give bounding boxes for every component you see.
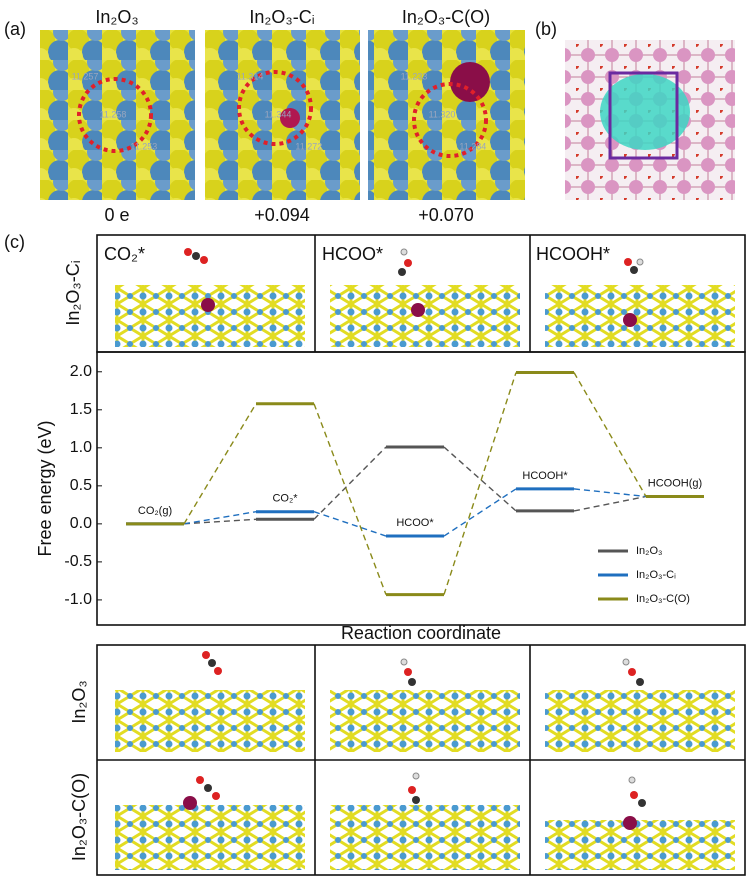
state-label: HCOO* — [396, 517, 434, 529]
connector — [183, 518, 257, 525]
molecule — [628, 776, 646, 807]
legend-label: In₂O₃-Cᵢ — [636, 569, 676, 581]
connector — [183, 511, 257, 525]
highlight — [77, 77, 153, 153]
slab-image — [330, 690, 520, 752]
image-title: In₂O₃-Cᵢ — [249, 7, 314, 27]
charge-label: 0 e — [104, 205, 129, 225]
state-label: HCOOH(g) — [648, 477, 702, 489]
panel-c-labels: In₂O₃-Cᵢ In₂O₃ In₂O₃-C(O) CO₂* HCOO* HCOOH* — [63, 244, 610, 861]
y-tick-label: -0.5 — [64, 553, 92, 570]
carbon-atom — [623, 816, 637, 830]
panel-label: (a) — [4, 19, 26, 39]
panel-label: (c) — [4, 232, 25, 252]
y-axis-title: Free energy (eV) — [35, 420, 55, 556]
molecule — [398, 248, 412, 276]
connector — [313, 403, 387, 595]
atom-label: 11.314 — [237, 71, 264, 81]
carbon-atom — [201, 298, 215, 312]
molecule — [196, 776, 220, 800]
panel-b-image — [565, 40, 735, 200]
highlight-box — [608, 71, 679, 160]
y-tick-label: -1.0 — [64, 591, 92, 608]
atom-label: 11.344 — [265, 109, 292, 119]
carbon-atom — [280, 108, 300, 128]
panel-a-images — [40, 30, 525, 200]
y-tick-label: 1.5 — [70, 401, 92, 418]
slab-image — [115, 285, 305, 347]
state-label: HCOOH* — [522, 470, 568, 482]
state-label: CO₂* — [272, 493, 298, 505]
y-tick-label: 0.0 — [70, 515, 92, 532]
row-label: In₂O₃-Cᵢ — [63, 260, 83, 325]
structure-title: HCOO* — [322, 244, 383, 264]
molecule — [400, 658, 416, 686]
row-label: In₂O₃ — [69, 680, 89, 723]
connector — [443, 488, 517, 537]
atom-label: 11.272 — [295, 141, 322, 151]
charge-label: +0.094 — [254, 205, 310, 225]
top-row — [96, 234, 746, 353]
state-label: CO₂(g) — [138, 505, 172, 517]
connector — [183, 403, 257, 525]
legend-label: In₂O₃-C(O) — [636, 593, 690, 605]
molecule — [622, 658, 644, 686]
y-tick-label: 1.0 — [70, 439, 92, 456]
carbon-atom — [623, 313, 637, 327]
atom-label: 11.253 — [130, 141, 157, 151]
slab-image — [330, 285, 520, 347]
connector — [573, 372, 647, 497]
structure-image — [368, 30, 525, 200]
atom-label: 11.257 — [72, 71, 99, 81]
slab-image — [545, 285, 735, 347]
structure-image — [40, 30, 195, 200]
bottom-rows — [96, 644, 746, 876]
slab-image — [115, 690, 305, 752]
connector — [313, 511, 387, 537]
atom-label: 11.284 — [459, 141, 486, 151]
connector — [443, 372, 517, 595]
highlight — [237, 70, 313, 146]
atom-label: 11.233 — [401, 71, 428, 81]
x-axis-title: Reaction coordinate — [341, 623, 501, 643]
molecule — [184, 248, 208, 264]
legend-label: In₂O₃ — [636, 545, 662, 557]
y-tick-label: 0.5 — [70, 477, 92, 494]
plot-frame — [96, 351, 746, 626]
slab-image — [545, 820, 735, 870]
molecule — [408, 772, 420, 804]
y-tick-label: 2.0 — [70, 363, 92, 380]
molecule — [202, 651, 222, 675]
slab-image — [115, 805, 305, 870]
charge-density — [600, 74, 690, 150]
molecule — [624, 258, 644, 274]
connector — [443, 446, 517, 512]
carbon-atom — [183, 796, 197, 810]
highlight — [412, 82, 488, 158]
atom-label: 11.320 — [429, 109, 456, 119]
charge-label: +0.070 — [418, 205, 474, 225]
energy-chart: -1.0 -0.5 0.0 0.5 1.0 1.5 2.0 Free energy (eV) R… — [35, 363, 704, 643]
row-label: In₂O₃-C(O) — [69, 773, 89, 861]
connector — [573, 488, 647, 498]
structure-title: HCOOH* — [536, 244, 610, 264]
slab-image — [330, 805, 520, 870]
image-title: In₂O₃ — [95, 7, 138, 27]
connector — [313, 446, 387, 520]
atom-label: 11.258 — [100, 109, 127, 119]
image-title: In₂O₃-C(O) — [402, 7, 490, 27]
panel-a-labels: In₂O₃ 0 e 11.258 11.257 11.253 In₂O₃-Cᵢ +0.094… — [72, 7, 491, 225]
carbon-atom — [411, 303, 425, 317]
carbon-atom — [450, 62, 490, 102]
panel-label: (b) — [535, 19, 557, 39]
slab-image — [545, 690, 735, 752]
structure-title: CO₂* — [104, 244, 145, 264]
connector — [573, 495, 647, 512]
